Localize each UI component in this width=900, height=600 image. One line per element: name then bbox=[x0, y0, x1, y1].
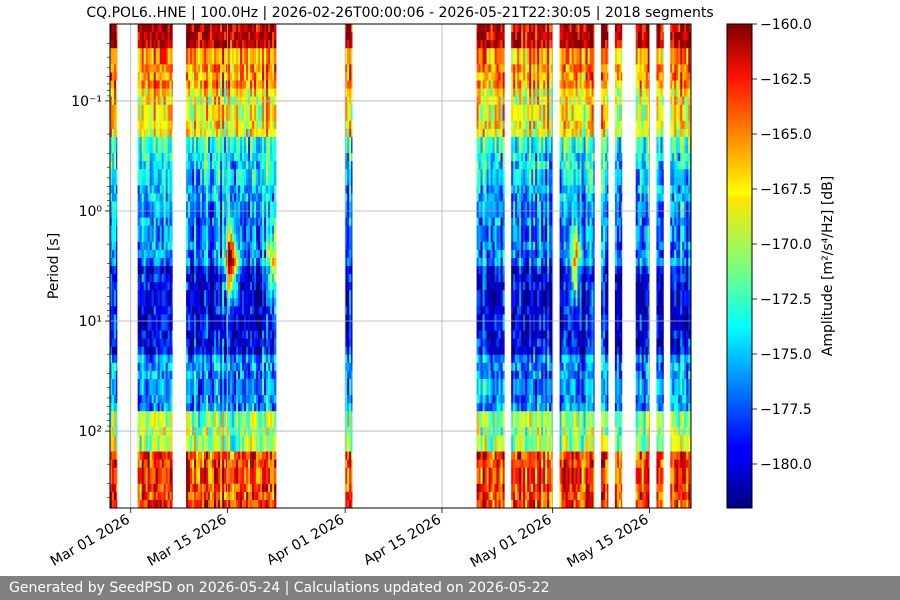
x-tick-label: May 15 2026 bbox=[564, 512, 651, 572]
grid-lines bbox=[110, 24, 691, 508]
x-tick-label: Apr 15 2026 bbox=[361, 512, 444, 569]
plot-frame bbox=[109, 23, 692, 509]
colorbar-ticks: −160.0 −162.5 −165.0 −167.5 −170.0 −172.5 −175… bbox=[752, 17, 812, 473]
colorbar-tick-label: −167.5 bbox=[760, 182, 812, 198]
colorbar-label: Amplitude [m²/s⁴/Hz] [dB] bbox=[820, 176, 836, 356]
y-tick-label: 10² bbox=[79, 424, 102, 440]
footer-bar: Generated by SeedPSD on 2026-05-24 | Cal… bbox=[0, 576, 900, 600]
colorbar-tick-label: −180.0 bbox=[760, 457, 812, 473]
x-tick-label: Mar 01 2026 bbox=[48, 512, 133, 570]
x-axis-ticks: Mar 01 2026 Mar 15 2026 Apr 01 2026 Apr 15 … bbox=[48, 508, 652, 571]
colorbar-tick-label: −160.0 bbox=[760, 17, 812, 33]
colorbar-tick-label: −177.5 bbox=[760, 402, 812, 418]
y-tick-label: 10¹ bbox=[79, 314, 102, 330]
y-axis-ticks: 10⁻¹ 10⁰ 10¹ 10² bbox=[71, 43, 110, 498]
y-tick-label: 10⁰ bbox=[79, 204, 103, 220]
colorbar-tick-label: −170.0 bbox=[760, 237, 812, 253]
x-tick-label: May 01 2026 bbox=[468, 512, 555, 572]
colorbar-tick-label: −175.0 bbox=[760, 347, 812, 363]
colorbar-tick-label: −172.5 bbox=[760, 292, 812, 308]
colorbar-tick-label: −165.0 bbox=[760, 127, 812, 143]
psd-spectrogram-chart: CQ.POL6..HNE | 100.0Hz | 2026-02-26T00:0… bbox=[46, 5, 836, 571]
chart-title: CQ.POL6..HNE | 100.0Hz | 2026-02-26T00:0… bbox=[86, 5, 713, 21]
heatmap-cells bbox=[110, 24, 691, 508]
y-tick-label: 10⁻¹ bbox=[71, 94, 102, 110]
x-tick-label: Apr 01 2026 bbox=[264, 512, 347, 569]
colorbar bbox=[726, 23, 753, 509]
x-tick-label: Mar 15 2026 bbox=[145, 512, 230, 570]
y-axis-label: Period [s] bbox=[46, 233, 62, 299]
colorbar-tick-label: −162.5 bbox=[760, 72, 812, 88]
footer-text: Generated by SeedPSD on 2026-05-24 | Cal… bbox=[9, 580, 550, 596]
